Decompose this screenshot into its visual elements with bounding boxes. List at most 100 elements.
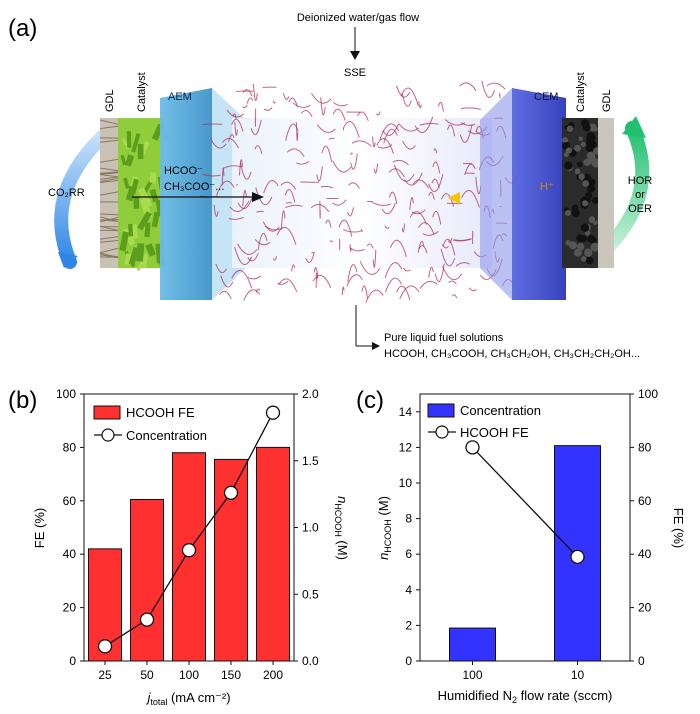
catalyst-particle (137, 187, 153, 209)
polymer-fiber (285, 204, 303, 209)
panel-c-left-axis-unit: (M) (376, 496, 391, 519)
y-left-tick-label: 100 (56, 387, 76, 401)
polymer-fiber (409, 211, 428, 225)
legend-concentration: Concentration (126, 428, 207, 443)
catalyst-particle (588, 216, 596, 223)
gdl-fiber (99, 191, 119, 196)
legend-hcooh-fe: HCOOH FE (126, 405, 195, 420)
catalyst-particle (126, 131, 132, 148)
polymer-fiber (255, 187, 273, 206)
polymer-fiber (284, 189, 296, 203)
polymer-fiber (219, 290, 232, 300)
y-left-tick-label: 0 (405, 654, 412, 668)
polymer-fiber (461, 190, 480, 208)
catalyst-particle (128, 223, 134, 237)
polymer-fiber (350, 153, 358, 170)
polymer-fiber (437, 101, 444, 112)
x-tick-label: 50 (140, 668, 154, 682)
catalyst-particle (587, 184, 596, 193)
catalyst-particle (587, 178, 596, 187)
catalyst-particle (577, 161, 583, 167)
catalyst-particle (136, 243, 145, 262)
outlet-arrow-icon (372, 342, 380, 350)
panel-c-x-axis-title: Humidified N2 flow rate (sccm) (438, 688, 613, 705)
y-right-tick-label: 2.0 (302, 387, 319, 401)
panel-c-x-axis-sub: 2 (512, 695, 517, 705)
oer-label: OER (628, 203, 652, 215)
y-left-tick-label: 20 (63, 601, 77, 615)
catalyst-particle (590, 236, 596, 242)
polymer-fiber (234, 246, 253, 266)
sse-region (232, 118, 492, 268)
catalyst-particle (563, 152, 569, 158)
y-right-tick-label: 40 (638, 547, 652, 561)
panel-b-x-axis-main: j (145, 690, 151, 705)
left-gdl-fibers (99, 119, 119, 259)
polymer-fiber (238, 159, 243, 176)
polymer-fiber (254, 145, 263, 154)
polymer-fiber (310, 203, 330, 213)
polymer-fiber (460, 122, 476, 126)
polymer-fiber (376, 111, 381, 116)
polymer-fiber (383, 128, 398, 144)
polymer-fiber (431, 178, 440, 189)
polymer-fiber (300, 110, 313, 118)
catalyst-particle (124, 154, 135, 167)
y-left-tick-label: 60 (63, 494, 77, 508)
polymer-fiber (428, 173, 444, 193)
catalyst-particle (579, 235, 588, 243)
polymer-fiber (332, 108, 346, 121)
polymer-fiber (316, 166, 323, 182)
polymer-fiber (499, 93, 501, 99)
polymer-fiber (376, 138, 394, 154)
polymer-fiber (381, 202, 396, 215)
polymer-fiber (255, 288, 261, 293)
polymer-fiber (263, 107, 273, 111)
panel-b-right-axis-unit: (M) (335, 537, 350, 560)
catalyst-particle (120, 154, 127, 166)
polymer-fiber (313, 267, 319, 279)
polymer-fiber (447, 124, 456, 137)
polymer-fiber (347, 207, 354, 217)
catalyst-particle (583, 123, 591, 132)
polymer-fiber (311, 92, 332, 104)
fuel-title: Pure liquid fuel solutions (384, 332, 504, 344)
catalyst-particle (131, 133, 141, 153)
polymer-fiber (389, 239, 407, 257)
right-catalyst-label: Catalyst (575, 72, 587, 112)
polymer-fiber (252, 84, 258, 101)
polymer-fiber (444, 119, 466, 126)
polymer-fiber (317, 124, 336, 133)
gdl-fiber (99, 167, 119, 172)
polymer-fiber (332, 160, 352, 173)
catalyst-particle (137, 211, 152, 231)
gdl-fiber (99, 180, 119, 184)
polymer-fiber (325, 219, 332, 228)
polymer-fiber (451, 294, 458, 299)
y-right-tick-label: 20 (638, 601, 652, 615)
polymer-fiber (403, 172, 423, 186)
panel-b-concentration-line (97, 405, 281, 654)
polymer-fiber (247, 275, 262, 280)
catalyst-particle (580, 223, 590, 232)
polymer-fiber (229, 200, 250, 212)
polymer-fiber (359, 261, 381, 275)
bar-50 (130, 498, 164, 662)
polymer-fiber (312, 274, 332, 289)
polymer-fiber (402, 267, 411, 272)
polymer-fiber (202, 173, 221, 177)
polymer-fiber (305, 252, 315, 263)
polymer-fiber (422, 231, 439, 236)
polymer-fiber (315, 272, 318, 288)
gdl-fiber (99, 252, 119, 258)
y-left-tick-label: 8 (405, 512, 412, 526)
polymer-fiber (350, 152, 354, 156)
polymer-fiber (392, 159, 409, 166)
polymer-fiber (341, 286, 345, 296)
bar-100 (449, 627, 496, 662)
polymer-fiber (414, 116, 434, 134)
aem-membrane (160, 88, 212, 300)
catalyst-particle (577, 242, 585, 251)
polymer-fiber (442, 266, 463, 281)
catalyst-particle (580, 141, 586, 147)
